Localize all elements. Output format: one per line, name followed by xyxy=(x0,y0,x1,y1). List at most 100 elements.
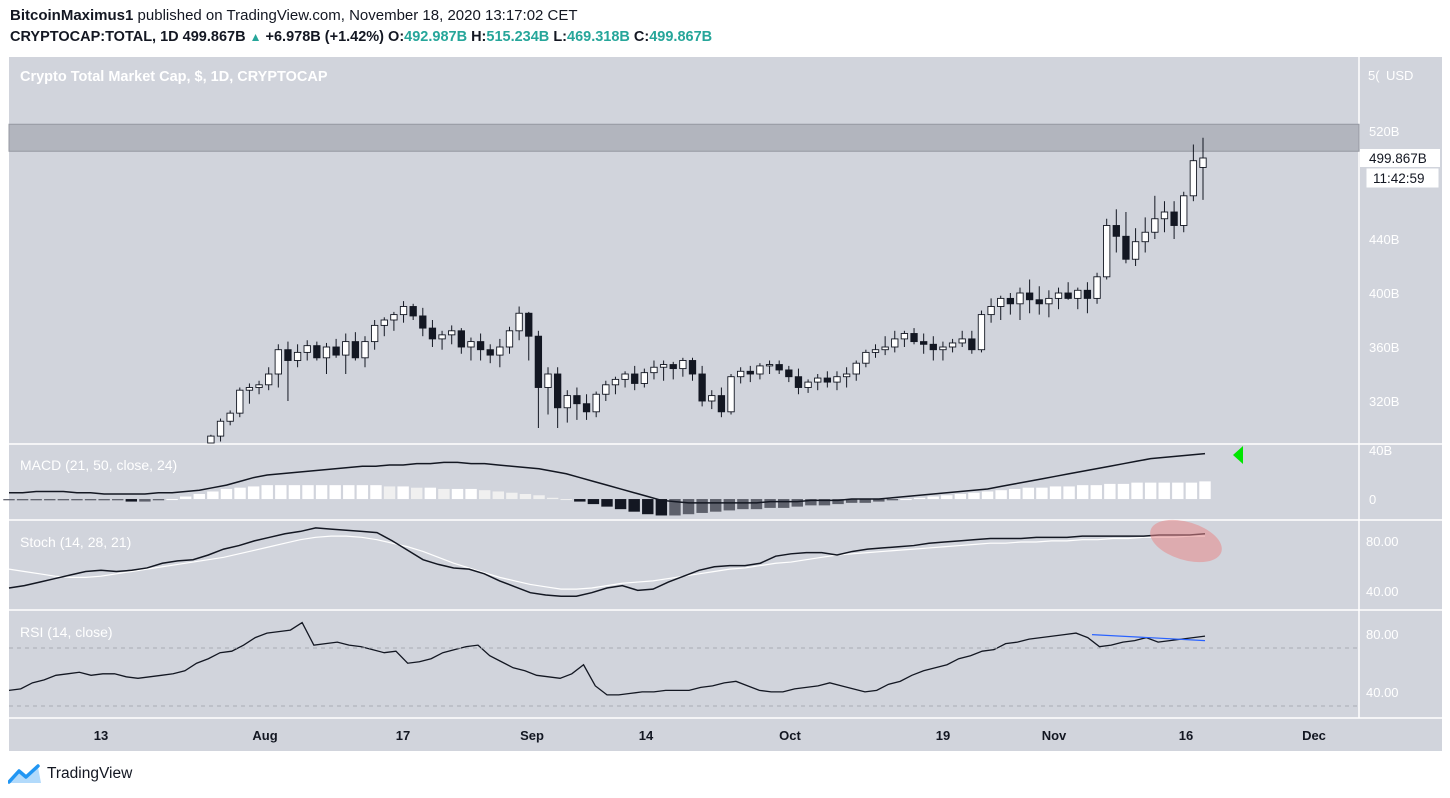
macd-histogram-bar xyxy=(302,485,314,500)
macd-histogram-bar xyxy=(1172,482,1184,500)
high-label: H: xyxy=(471,29,487,45)
stoch-highlight-ellipse[interactable] xyxy=(1145,512,1227,570)
stoch-tick-40: 40.00 xyxy=(1366,584,1399,599)
macd-histogram-bar xyxy=(98,499,110,501)
candle-bullish xyxy=(900,333,909,340)
macd-histogram-bar xyxy=(941,495,953,500)
price-tick-320b: 320B xyxy=(1369,394,1399,409)
macd-histogram-bar xyxy=(261,485,273,500)
candle-bullish xyxy=(448,330,456,336)
up-triangle-icon: ▲ xyxy=(249,30,262,44)
candle-bullish xyxy=(563,395,571,409)
macd-histogram-bar xyxy=(506,492,518,500)
macd-histogram-bar xyxy=(764,499,776,508)
countdown-box xyxy=(1365,167,1440,189)
tradingview-logo[interactable]: TradingView xyxy=(8,764,132,784)
macd-histogram-bar xyxy=(1036,487,1048,500)
tradingview-brand-name: TradingView xyxy=(47,765,133,782)
last-price-box xyxy=(1360,149,1440,167)
macd-histogram-bar xyxy=(370,485,382,500)
candle-bearish xyxy=(910,333,918,343)
candle-bullish xyxy=(708,395,716,402)
macd-histogram-bar xyxy=(125,499,138,502)
candle-bearish xyxy=(409,306,417,317)
candle-bullish xyxy=(255,384,263,388)
macd-histogram-bar xyxy=(288,485,301,500)
candle-bullish xyxy=(265,373,273,386)
candle-bearish xyxy=(688,360,697,375)
macd-histogram-bar xyxy=(818,499,831,506)
macd-histogram-bar xyxy=(981,491,994,500)
macd-histogram-bar xyxy=(614,499,627,510)
macd-histogram-bar xyxy=(424,487,437,500)
candle-bullish xyxy=(1093,276,1101,299)
macd-histogram-bar xyxy=(465,488,477,500)
close-value: 499.867B xyxy=(649,29,713,45)
time-tick-oct: Oct xyxy=(779,728,801,743)
macd-tick-40b: 40B xyxy=(1369,443,1392,458)
candle-bullish xyxy=(390,314,398,321)
candle-bullish xyxy=(236,389,244,414)
candle-bearish xyxy=(1083,289,1092,299)
candle-bullish xyxy=(274,349,282,375)
macd-histogram-bar xyxy=(574,499,586,502)
candle-bullish xyxy=(765,364,774,367)
stoch-group xyxy=(8,527,1206,597)
rsi-line xyxy=(8,621,1206,696)
author-name[interactable]: BitcoinMaximus1 xyxy=(10,7,134,24)
stoch-tick-80: 80.00 xyxy=(1366,534,1399,549)
candle-bullish xyxy=(871,349,880,353)
candle-bullish xyxy=(756,365,764,375)
macd-histogram-bar xyxy=(777,499,790,508)
candle-bullish xyxy=(958,338,966,344)
candle-bearish xyxy=(717,395,726,413)
candle-bearish xyxy=(534,335,543,388)
macd-histogram-bar xyxy=(275,485,287,500)
candle-bullish xyxy=(814,377,822,383)
resistance-zone[interactable] xyxy=(8,123,1360,152)
stoch-d-line xyxy=(8,535,1205,590)
candle-bullish xyxy=(948,342,957,348)
rsi-tick-80: 80.00 xyxy=(1366,627,1399,642)
macd-histogram-bar xyxy=(179,496,192,500)
low-value: 469.318B xyxy=(567,29,630,45)
candle-bullish xyxy=(361,341,369,359)
candle-bearish xyxy=(968,338,976,351)
macd-histogram-bar xyxy=(329,485,341,500)
macd-histogram-bar xyxy=(1144,482,1157,500)
macd-histogram-bar xyxy=(900,499,912,501)
macd-histogram-bar xyxy=(166,499,178,501)
time-tick-17: 17 xyxy=(396,728,410,743)
candle-bearish xyxy=(525,312,533,337)
macd-histogram-bar xyxy=(696,499,708,513)
price-change: +6.978B (+1.42%) xyxy=(265,29,385,45)
macd-label: MACD (21, 50, close, 24) xyxy=(20,457,177,473)
candle-bullish xyxy=(1074,289,1082,299)
candle-bearish xyxy=(823,377,831,383)
candle-bullish xyxy=(380,319,388,326)
macd-histogram-bar xyxy=(1131,482,1143,500)
macd-histogram-bar xyxy=(3,499,15,501)
macd-histogram-bar xyxy=(112,499,124,501)
rsi-divergence-line xyxy=(1091,634,1206,642)
macd-histogram-bar xyxy=(30,499,42,501)
candle-bullish xyxy=(1151,218,1159,233)
candles-group xyxy=(207,137,1207,444)
macd-histogram-bar xyxy=(954,494,967,500)
candle-bullish xyxy=(679,360,687,370)
stoch-label: Stoch (14, 28, 21) xyxy=(20,534,131,550)
symbol-label: CRYPTOCAP:TOTAL, 1D xyxy=(10,29,179,45)
candle-bearish xyxy=(1064,292,1072,299)
candle-bullish xyxy=(1103,225,1111,278)
macd-histogram-bar xyxy=(587,499,600,505)
macd-histogram-bar xyxy=(57,499,70,501)
candle-bullish xyxy=(727,376,735,413)
last-price: 499.867B xyxy=(182,29,246,45)
candle-bullish xyxy=(226,412,234,422)
candle-bullish xyxy=(804,381,812,388)
candle-bullish xyxy=(1045,297,1053,305)
candle-bearish xyxy=(785,369,793,378)
candle-bearish xyxy=(554,373,562,409)
green-arrow-marker[interactable] xyxy=(1233,446,1243,464)
